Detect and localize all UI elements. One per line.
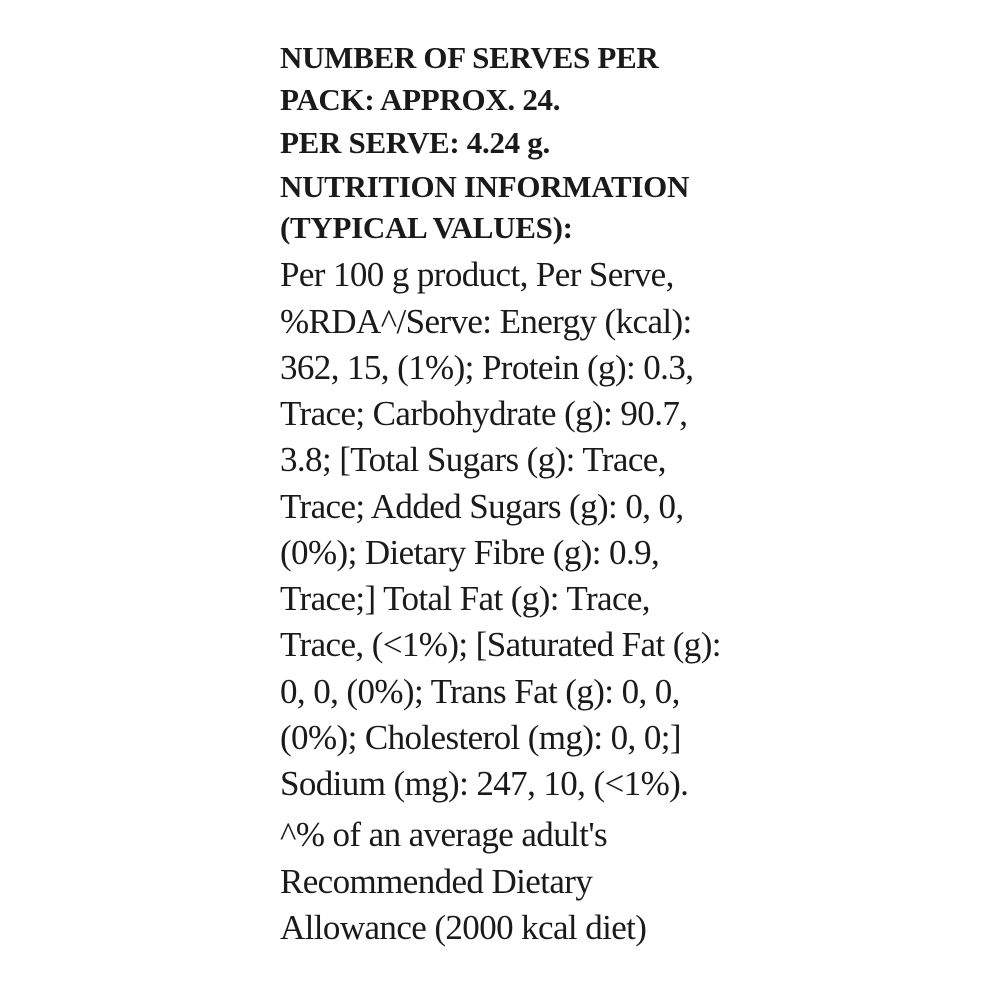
body-line: Trace; Added Sugars (g): 0, 0, bbox=[280, 487, 684, 526]
body-line: Per 100 g product, Per Serve, bbox=[280, 255, 674, 294]
body-line: (0%); Dietary Fibre (g): 0.9, bbox=[280, 533, 660, 572]
body-line: 362, 15, (1%); Protein (g): 0.3, bbox=[280, 348, 694, 387]
heading-line: PACK: APPROX. 24. bbox=[280, 82, 561, 117]
footnote-line: Allowance (2000 kcal diet) bbox=[280, 908, 647, 947]
heading-line: NUTRITION INFORMATION bbox=[280, 169, 690, 204]
body-line: 3.8; [Total Sugars (g): Trace, bbox=[280, 440, 666, 479]
body-line: (0%); Cholesterol (mg): 0, 0;] bbox=[280, 718, 682, 757]
footnote-line: Recommended Dietary bbox=[280, 862, 593, 901]
body-line: Trace;] Total Fat (g): Trace, bbox=[280, 579, 651, 618]
heading-line: NUMBER OF SERVES PER bbox=[280, 40, 659, 75]
heading-line: (TYPICAL VALUES): bbox=[280, 210, 573, 245]
body-line: Sodium (mg): 247, 10, (<1%). bbox=[280, 764, 689, 803]
footnote-line: ^% of an average adult's bbox=[280, 815, 608, 854]
body-line: %RDA^/Serve: Energy (kcal): bbox=[280, 302, 692, 341]
body-line: 0, 0, (0%); Trans Fat (g): 0, 0, bbox=[280, 672, 680, 711]
heading-line: PER SERVE: 4.24 g. bbox=[280, 125, 550, 160]
body-line: Trace, (<1%); [Saturated Fat (g): bbox=[280, 625, 721, 664]
body-line: Trace; Carbohydrate (g): 90.7, bbox=[280, 394, 688, 433]
